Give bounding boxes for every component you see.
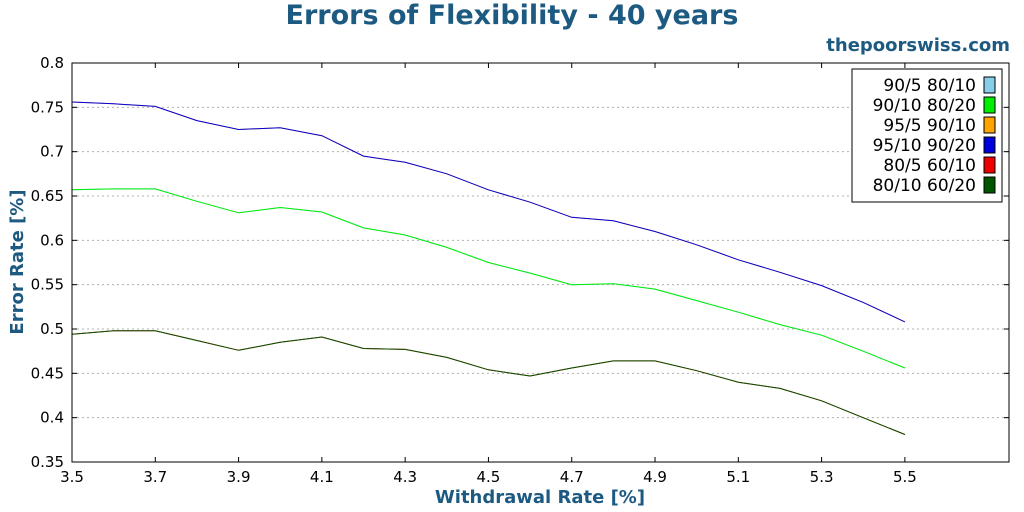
legend-swatch [983, 136, 996, 154]
series-line [71, 330, 906, 435]
legend-swatch [983, 176, 996, 194]
y-tick-label: 0.75 [31, 98, 64, 116]
legend-swatch [983, 96, 996, 114]
y-tick-label: 0.65 [31, 187, 64, 205]
x-axis-ticks: 3.5 3.7 3.9 4.1 4.3 4.5 4.7 4.9 5.1 5.3 5.5 [60, 63, 917, 486]
x-tick-label: 5.1 [726, 468, 750, 486]
y-axis-label: Error Rate [%] [7, 189, 28, 334]
legend-label: 95/10 90/20 [873, 136, 976, 156]
legend-label: 80/10 60/20 [873, 176, 976, 196]
x-tick-label: 5.3 [810, 468, 834, 486]
x-tick-label: 3.9 [227, 468, 251, 486]
x-tick-label: 4.1 [310, 468, 334, 486]
chart-title: Errors of Flexibility - 40 years [285, 0, 739, 31]
legend-label: 95/5 90/10 [883, 116, 976, 136]
x-tick-label: 4.5 [477, 468, 501, 486]
legend-box [851, 68, 1003, 203]
series-line [71, 101, 906, 323]
y-tick-label: 0.6 [40, 231, 64, 249]
x-tick-label: 4.3 [393, 468, 417, 486]
series-line [71, 188, 906, 369]
y-tick-label: 0.45 [31, 364, 64, 382]
y-axis-ticks: 0.35 0.4 0.45 0.5 0.55 0.6 0.65 0.7 0.75 0.8 [31, 54, 1009, 471]
x-tick-label: 3.7 [143, 468, 167, 486]
brand-label: thepoorswiss.com [826, 35, 1010, 56]
legend-label: 90/10 80/20 [873, 96, 976, 116]
legend-swatch [983, 76, 996, 94]
x-axis-label: Withdrawal Rate [%] [435, 487, 645, 508]
legend-label: 90/5 80/10 [883, 76, 976, 96]
x-tick-label: 5.5 [893, 468, 917, 486]
x-tick-label: 3.5 [60, 468, 84, 486]
plot-frame [71, 62, 1010, 463]
y-tick-label: 0.5 [40, 320, 64, 338]
y-tick-label: 0.8 [40, 54, 64, 72]
legend-label: 80/5 60/10 [883, 156, 976, 176]
y-tick-label: 0.55 [31, 276, 64, 294]
series-line [71, 330, 906, 435]
x-tick-label: 4.9 [643, 468, 667, 486]
y-tick-label: 0.4 [40, 409, 64, 427]
legend-swatch [983, 116, 996, 134]
legend-swatch [983, 156, 996, 174]
series-lines [71, 101, 906, 435]
x-tick-label: 4.7 [560, 468, 584, 486]
y-tick-label: 0.35 [31, 453, 64, 471]
y-tick-label: 0.7 [40, 143, 64, 161]
series-line [71, 188, 906, 369]
series-line [71, 101, 906, 323]
